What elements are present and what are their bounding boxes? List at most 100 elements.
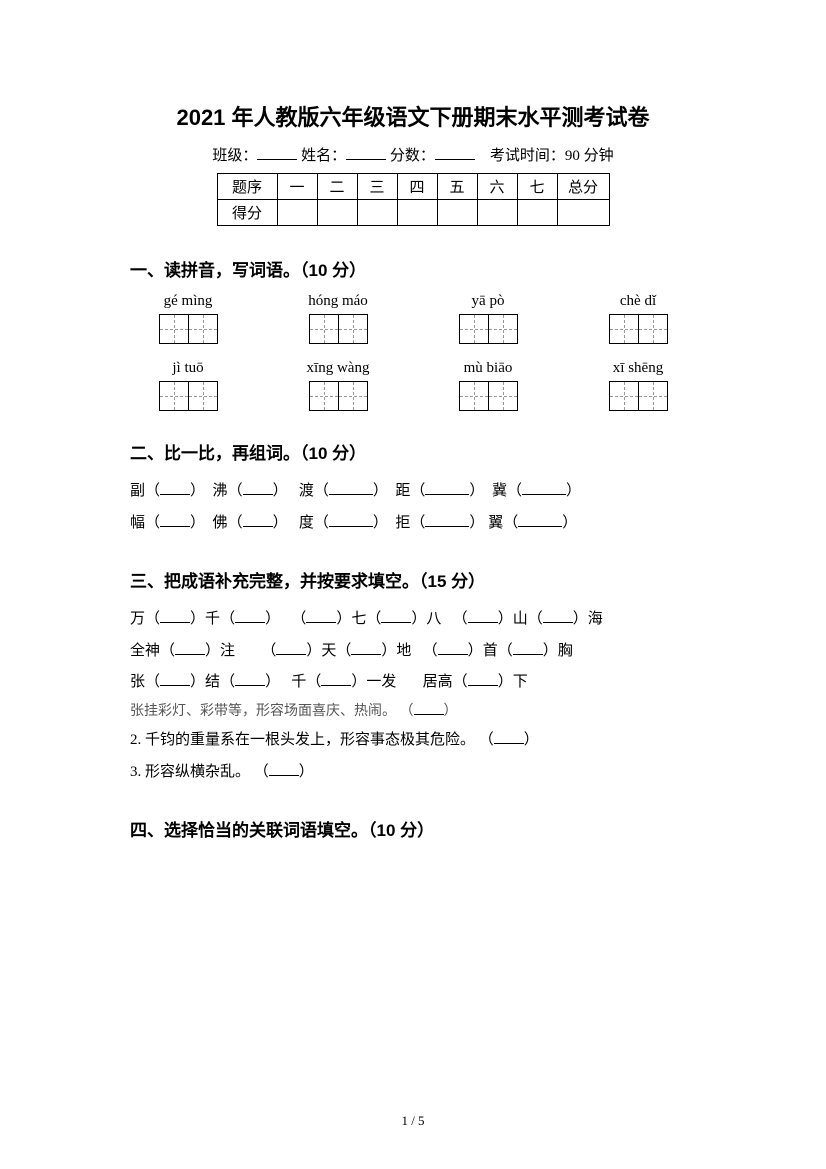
write-box[interactable] xyxy=(609,381,639,411)
blank[interactable] xyxy=(243,513,273,527)
pinyin: chè dǐ xyxy=(588,293,688,310)
pinyin-row-1: gé mìng hóng máo yā pò chè dǐ xyxy=(130,293,696,344)
blank[interactable] xyxy=(425,481,469,495)
write-box[interactable] xyxy=(488,381,518,411)
pinyin: jì tuō xyxy=(138,360,238,377)
write-box[interactable] xyxy=(638,314,668,344)
char: 地 xyxy=(396,643,411,659)
char: 翼 xyxy=(488,515,503,531)
row-label-1: 题序 xyxy=(217,174,277,200)
score-cell[interactable] xyxy=(357,200,397,226)
col-5: 五 xyxy=(437,174,477,200)
blank[interactable] xyxy=(160,481,190,495)
blank[interactable] xyxy=(306,609,336,623)
section-3-row-1: 万（）千（） （）七（）八 （）山（）海 xyxy=(130,604,696,636)
char: 渡 xyxy=(299,483,314,499)
blank[interactable] xyxy=(381,609,411,623)
char: 一发 xyxy=(366,674,396,690)
blank[interactable] xyxy=(414,701,444,715)
blank[interactable] xyxy=(438,641,468,655)
desc-text: 2. 千钧的重量系在一根头发上，形容事态极其危险。 xyxy=(130,732,475,748)
blank[interactable] xyxy=(351,641,381,655)
write-box[interactable] xyxy=(459,381,489,411)
blank[interactable] xyxy=(235,609,265,623)
write-box[interactable] xyxy=(188,381,218,411)
blank[interactable] xyxy=(329,513,373,527)
blank[interactable] xyxy=(494,730,524,744)
section-1-title: 一、读拼音，写词语。（10 分） xyxy=(130,256,696,281)
blank[interactable] xyxy=(321,672,351,686)
blank[interactable] xyxy=(522,481,566,495)
section-2-title: 二、比一比，再组词。（10 分） xyxy=(130,439,696,464)
write-box[interactable] xyxy=(338,314,368,344)
blank[interactable] xyxy=(543,609,573,623)
score-cell[interactable] xyxy=(557,200,609,226)
pinyin: yā pò xyxy=(438,293,538,310)
char: 山 xyxy=(513,611,528,627)
char: 度 xyxy=(299,515,314,531)
write-box[interactable] xyxy=(638,381,668,411)
blank[interactable] xyxy=(468,672,498,686)
blank[interactable] xyxy=(235,672,265,686)
name-blank[interactable] xyxy=(346,142,386,160)
class-label: 班级： xyxy=(212,148,257,164)
char: 拒 xyxy=(395,515,410,531)
blank[interactable] xyxy=(160,672,190,686)
section-3-desc-3: 3. 形容纵横杂乱。 （） xyxy=(130,757,696,789)
write-box[interactable] xyxy=(459,314,489,344)
char: 千 xyxy=(205,611,220,627)
write-box[interactable] xyxy=(609,314,639,344)
section-3-row-3: 张（）结（） 千（）一发 居高（）下 xyxy=(130,667,696,699)
char: 千 xyxy=(291,674,306,690)
char: 胸 xyxy=(558,643,573,659)
score-cell[interactable] xyxy=(437,200,477,226)
desc-text: 3. 形容纵横杂乱。 xyxy=(130,764,250,780)
score-table: 题序 一 二 三 四 五 六 七 总分 得分 xyxy=(217,173,610,226)
write-box[interactable] xyxy=(309,314,339,344)
section-2-row-1: 副（） 沸（） 渡（） 距（） 冀（） xyxy=(130,476,696,508)
blank[interactable] xyxy=(160,513,190,527)
write-box[interactable] xyxy=(188,314,218,344)
col-3: 三 xyxy=(357,174,397,200)
blank[interactable] xyxy=(276,641,306,655)
pinyin: hóng máo xyxy=(288,293,388,310)
time-label: 考试时间：90 分钟 xyxy=(490,148,614,164)
blank[interactable] xyxy=(513,641,543,655)
char: 天 xyxy=(321,643,336,659)
write-box[interactable] xyxy=(159,314,189,344)
score-blank[interactable] xyxy=(435,142,475,160)
pinyin: xīng wàng xyxy=(288,360,388,377)
blank[interactable] xyxy=(329,481,373,495)
class-blank[interactable] xyxy=(257,142,297,160)
char: 张 xyxy=(130,674,145,690)
char: 佛 xyxy=(213,515,228,531)
write-box[interactable] xyxy=(338,381,368,411)
score-cell[interactable] xyxy=(477,200,517,226)
write-box[interactable] xyxy=(159,381,189,411)
char: 万 xyxy=(130,611,145,627)
page-footer: 1 / 5 xyxy=(0,1113,826,1129)
score-cell[interactable] xyxy=(517,200,557,226)
score-cell[interactable] xyxy=(277,200,317,226)
char: 沸 xyxy=(213,483,228,499)
char: 注 xyxy=(220,643,235,659)
blank[interactable] xyxy=(518,513,562,527)
blank[interactable] xyxy=(160,609,190,623)
write-box[interactable] xyxy=(488,314,518,344)
section-3-desc-2: 2. 千钧的重量系在一根头发上，形容事态极其危险。 （） xyxy=(130,725,696,757)
col-total: 总分 xyxy=(557,174,609,200)
write-box[interactable] xyxy=(309,381,339,411)
pinyin: gé mìng xyxy=(138,293,238,310)
char: 结 xyxy=(205,674,220,690)
char: 距 xyxy=(395,483,410,499)
blank[interactable] xyxy=(243,481,273,495)
col-4: 四 xyxy=(397,174,437,200)
char: 全神 xyxy=(130,643,160,659)
score-cell[interactable] xyxy=(397,200,437,226)
blank[interactable] xyxy=(468,609,498,623)
col-6: 六 xyxy=(477,174,517,200)
blank[interactable] xyxy=(425,513,469,527)
blank[interactable] xyxy=(269,762,299,776)
blank[interactable] xyxy=(175,641,205,655)
score-cell[interactable] xyxy=(317,200,357,226)
